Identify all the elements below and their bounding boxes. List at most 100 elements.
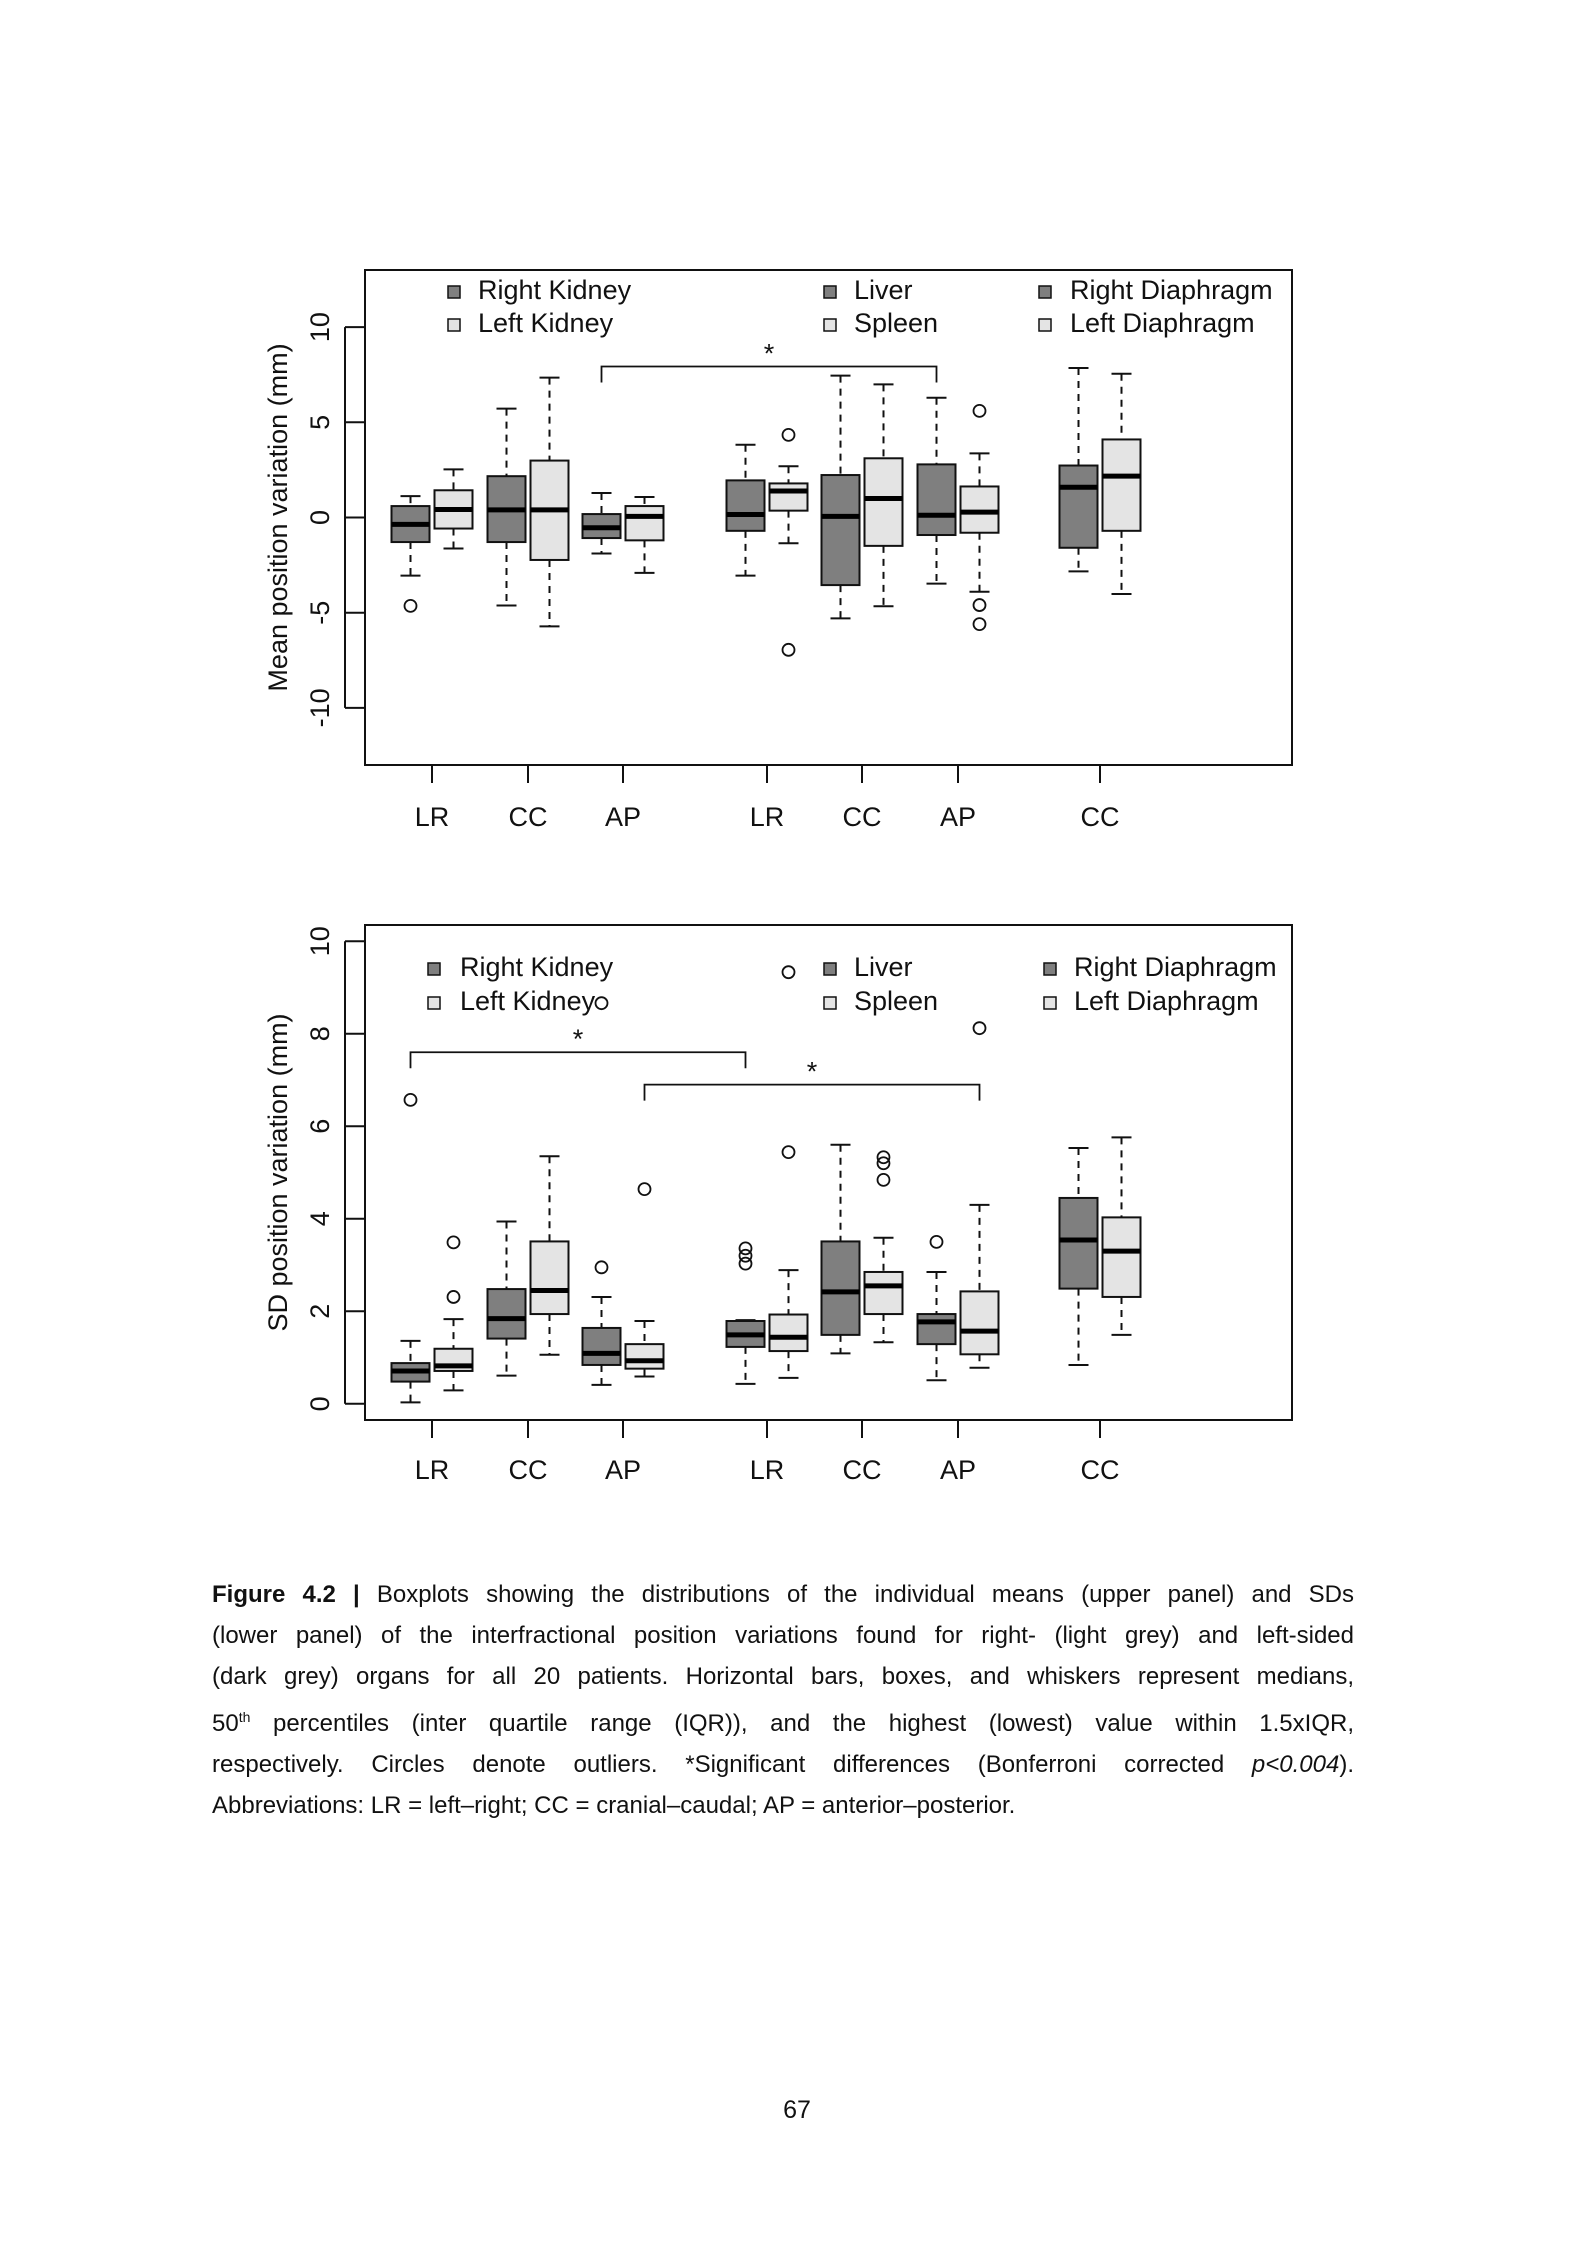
caption-text: respectively. Circles denote outliers. *… bbox=[212, 1751, 1252, 1778]
significance-bracket: * bbox=[409, 1024, 747, 1069]
iqr-box bbox=[863, 457, 904, 547]
legend-item: Left Diaphragm bbox=[1038, 308, 1255, 338]
boxplot-liver-cc bbox=[820, 374, 861, 620]
y-tick-label: -5 bbox=[305, 601, 335, 625]
caption-text: (dark grey) organs for all 20 patients. … bbox=[212, 1663, 1354, 1690]
iqr-box bbox=[820, 1240, 861, 1336]
x-tick-label: CC bbox=[1081, 1455, 1120, 1485]
legend-swatch bbox=[1043, 962, 1057, 976]
boxplot-liver-lr bbox=[725, 1241, 766, 1385]
outlier-point bbox=[972, 617, 987, 632]
iqr-box bbox=[1058, 464, 1099, 549]
legend-label: Right Diaphragm bbox=[1070, 275, 1273, 305]
legend-label: Left Kidney bbox=[460, 986, 596, 1016]
legend-label: Liver bbox=[854, 275, 913, 305]
boxplot-liver-cc bbox=[820, 1143, 861, 1355]
y-tick-label: 10 bbox=[305, 926, 335, 956]
boxplot-spleen-lr bbox=[768, 965, 809, 1379]
legend-swatch bbox=[1038, 318, 1052, 332]
boxplot-left-kidney-cc bbox=[529, 376, 570, 628]
iqr-box bbox=[1058, 1196, 1099, 1290]
legend-label: Right Kidney bbox=[478, 275, 632, 305]
x-tick-label: LR bbox=[750, 1455, 785, 1485]
legend-item: Right Diaphragm bbox=[1043, 952, 1277, 982]
iqr-box bbox=[916, 1313, 957, 1346]
boxplot-spleen-cc bbox=[863, 1150, 904, 1344]
caption-line: Abbreviations: LR = left–right; CC = cra… bbox=[212, 1785, 1354, 1826]
boxplot-spleen-cc bbox=[863, 383, 904, 608]
caption-text: Boxplots showing the distributions of th… bbox=[376, 1581, 1354, 1608]
y-tick-label: 0 bbox=[305, 1396, 335, 1411]
y-axis: -10 -5 0 5 10 Mean position variation (mm) bbox=[263, 312, 365, 727]
significance-star: * bbox=[764, 339, 775, 369]
legend-swatch bbox=[823, 996, 837, 1010]
iqr-box bbox=[768, 1313, 809, 1353]
outlier-point bbox=[876, 1173, 891, 1187]
caption-p-value: p<0.004 bbox=[1251, 1751, 1340, 1778]
caption-text: 50 bbox=[212, 1710, 239, 1737]
x-tick-label: CC bbox=[843, 1455, 882, 1485]
boxplot-right-kidney-cc bbox=[486, 407, 527, 607]
legend-label: Spleen bbox=[854, 308, 938, 338]
iqr-box bbox=[581, 1326, 622, 1366]
legend-label: Left Kidney bbox=[478, 308, 614, 338]
caption-text: (lower panel) of the interfractional pos… bbox=[212, 1622, 1354, 1649]
outlier-point bbox=[738, 1248, 753, 1263]
legend-label: Spleen bbox=[854, 986, 938, 1016]
x-tick-label: LR bbox=[750, 802, 785, 832]
legend-item: Right Diaphragm bbox=[1038, 275, 1273, 305]
x-axis: LR CC AP LR CC AP CC bbox=[415, 764, 1120, 832]
significance-star: * bbox=[573, 1024, 584, 1054]
significance-bracket: * bbox=[600, 339, 938, 383]
y-tick-label: 6 bbox=[305, 1119, 335, 1134]
y-tick-label: 2 bbox=[305, 1304, 335, 1319]
x-tick-label: AP bbox=[605, 802, 641, 832]
caption-line: 50th percentiles (inter quartile range (… bbox=[212, 1697, 1354, 1744]
outlier-point bbox=[594, 1260, 609, 1275]
iqr-box bbox=[1101, 438, 1142, 532]
legend-item: Spleen bbox=[823, 308, 938, 338]
caption-line: (lower panel) of the interfractional pos… bbox=[212, 1615, 1354, 1656]
legend-swatch bbox=[1038, 285, 1052, 299]
outlier-point bbox=[972, 598, 987, 612]
boxplot-right-kidney-lr bbox=[390, 1092, 431, 1404]
boxplot-spleen-ap bbox=[959, 403, 1000, 632]
iqr-box bbox=[725, 479, 766, 532]
boxplot-right-kidney-ap bbox=[581, 491, 622, 555]
iqr-box bbox=[820, 474, 861, 587]
iqr-box bbox=[768, 482, 809, 512]
boxplot-right-diaphragm-cc bbox=[1058, 367, 1099, 573]
iqr-box bbox=[916, 463, 957, 537]
boxplot-liver-lr bbox=[725, 443, 766, 577]
legend-swatch bbox=[427, 962, 441, 976]
legend-label: Left Diaphragm bbox=[1070, 308, 1255, 338]
legend-item: Liver bbox=[823, 275, 913, 305]
caption-line: Figure 4.2 | Boxplots showing the distri… bbox=[212, 1574, 1354, 1615]
caption-line: respectively. Circles denote outliers. *… bbox=[212, 1744, 1354, 1785]
boxplot-left-kidney-ap bbox=[624, 1182, 665, 1378]
legend-swatch bbox=[823, 318, 837, 332]
iqr-box bbox=[959, 1290, 1000, 1356]
bracket-line bbox=[409, 1051, 747, 1069]
y-axis: 0 2 4 6 8 10 SD position variation (mm) bbox=[263, 926, 365, 1411]
legend-swatch bbox=[447, 318, 461, 332]
y-tick-label: 10 bbox=[305, 312, 335, 342]
legend-label: Left Diaphragm bbox=[1074, 986, 1259, 1016]
y-tick-label: 0 bbox=[305, 510, 335, 525]
bracket-line bbox=[600, 365, 938, 383]
x-tick-label: AP bbox=[605, 1455, 641, 1485]
legend-label: Right Diaphragm bbox=[1074, 952, 1277, 982]
y-tick-label: 4 bbox=[305, 1211, 335, 1226]
boxplot-left-kidney-cc bbox=[529, 1155, 570, 1356]
caption-superscript: th bbox=[238, 1709, 251, 1725]
outlier-point bbox=[446, 1290, 461, 1304]
outlier-point bbox=[781, 1145, 796, 1160]
x-tick-label: LR bbox=[415, 1455, 450, 1485]
legend-swatch bbox=[427, 996, 441, 1010]
legend-item: Spleen bbox=[823, 986, 938, 1016]
outlier-point bbox=[594, 996, 609, 1011]
